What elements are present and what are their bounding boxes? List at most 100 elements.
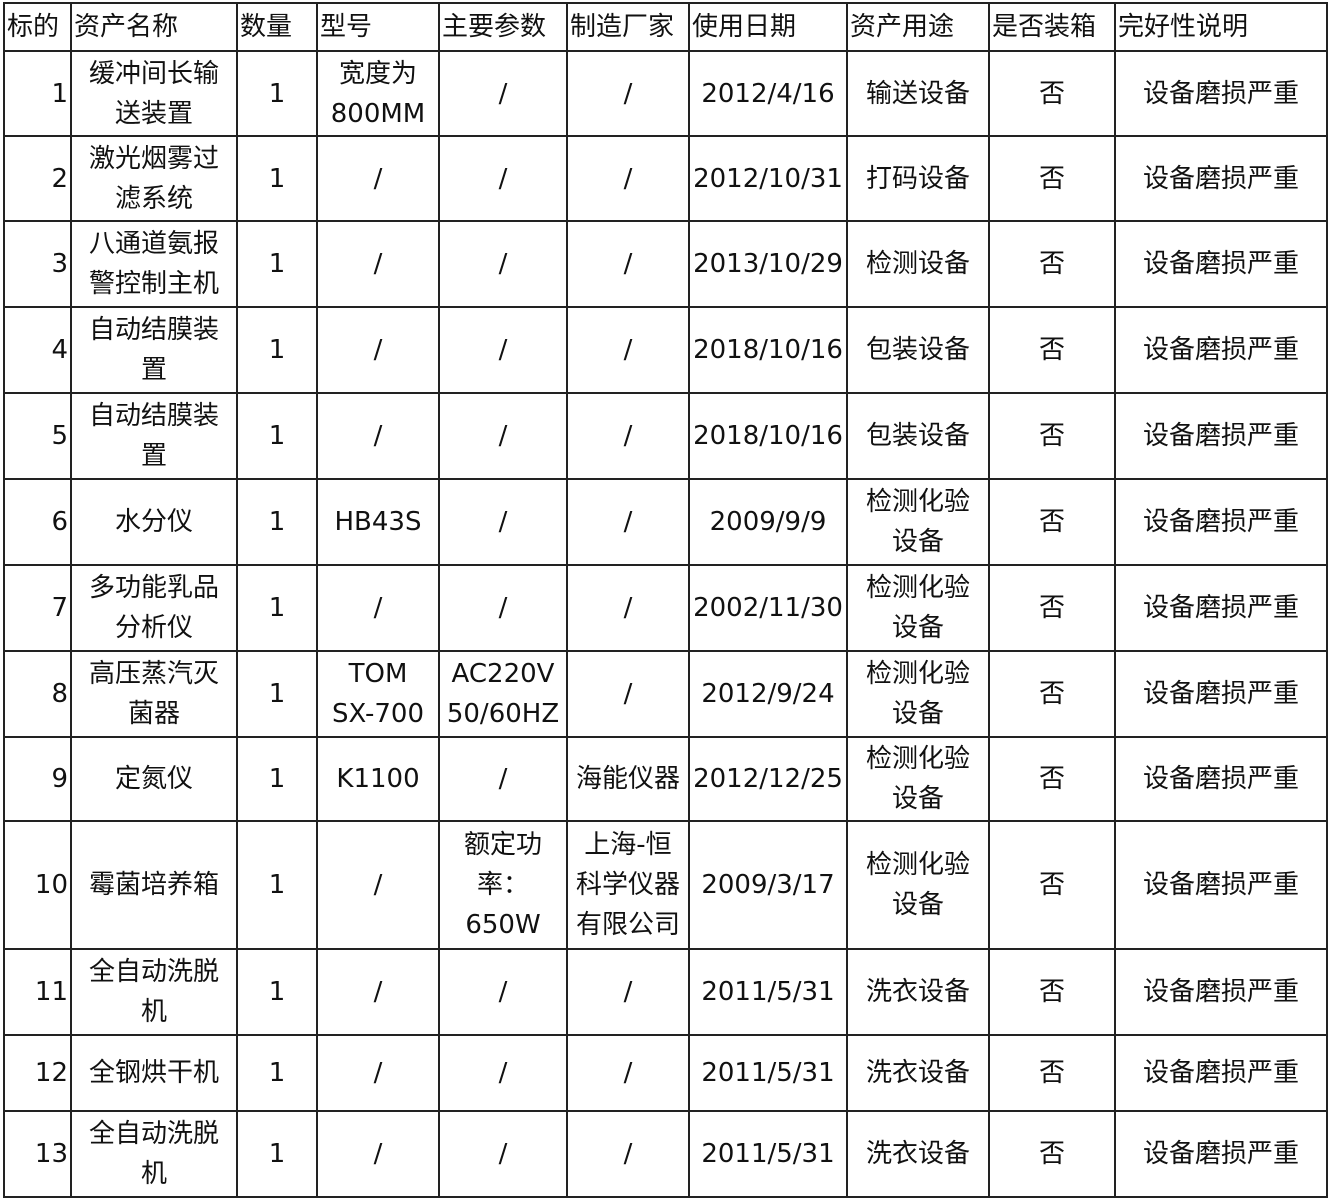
- cell-main-params: /: [438, 1034, 568, 1112]
- cell-use-date: 2013/10/29: [688, 220, 848, 308]
- cell-use-date: 2012/10/31: [688, 135, 848, 222]
- cell-asset-usage: 检测化验 设备: [846, 564, 990, 652]
- table-row: 2 激光烟雾过 滤系统 1///2012/10/31 打码设备否设备磨损严重: [3, 135, 1328, 222]
- cell-use-date: 2018/10/16: [688, 306, 848, 394]
- cell-asset-name: 定氮仪: [70, 736, 238, 822]
- asset-table: 标的 资产名称 数量 型号 主要参数 制造厂家 使用日期 资产用途 是否装箱 完好性说明 1 缓冲间…: [3, 2, 1328, 1198]
- cell-manufacturer: /: [566, 650, 690, 738]
- table-row: 12 全钢烘干机 1///2011/5/31 洗衣设备否设备磨损严重: [3, 1034, 1328, 1112]
- cell-condition: 设备磨损严重: [1114, 1110, 1328, 1198]
- cell-manufacturer: /: [566, 478, 690, 566]
- cell-asset-usage: 洗衣设备: [846, 1110, 990, 1198]
- cell-model: 宽度为 800MM: [316, 50, 440, 137]
- column-header-use-date: 使用日期: [688, 2, 848, 52]
- cell-manufacturer: /: [566, 1110, 690, 1198]
- cell-asset-usage: 检测化验 设备: [846, 736, 990, 822]
- cell-manufacturer: 上海-恒 科学仪器 有限公司: [566, 820, 690, 950]
- cell-asset-usage: 打码设备: [846, 135, 990, 222]
- cell-model: /: [316, 306, 440, 394]
- cell-use-date: 2011/5/31: [688, 1110, 848, 1198]
- cell-manufacturer: /: [566, 135, 690, 222]
- cell-condition: 设备磨损严重: [1114, 1034, 1328, 1112]
- cell-manufacturer: /: [566, 1034, 690, 1112]
- cell-main-params: /: [438, 50, 568, 137]
- cell-asset-usage: 输送设备: [846, 50, 990, 137]
- cell-use-date: 2011/5/31: [688, 1034, 848, 1112]
- cell-manufacturer: 海能仪器: [566, 736, 690, 822]
- cell-index: 3: [3, 220, 72, 308]
- cell-quantity: 1: [236, 736, 318, 822]
- cell-index: 6: [3, 478, 72, 566]
- cell-index: 7: [3, 564, 72, 652]
- cell-asset-name: 霉菌培养箱: [70, 820, 238, 950]
- cell-use-date: 2012/4/16: [688, 50, 848, 137]
- cell-boxed: 否: [988, 50, 1116, 137]
- cell-condition: 设备磨损严重: [1114, 650, 1328, 738]
- column-header-manufacturer: 制造厂家: [566, 2, 690, 52]
- cell-boxed: 否: [988, 564, 1116, 652]
- cell-main-params: /: [438, 478, 568, 566]
- cell-asset-name: 水分仪: [70, 478, 238, 566]
- column-header-asset-name: 资产名称: [70, 2, 238, 52]
- cell-quantity: 1: [236, 306, 318, 394]
- cell-asset-usage: 检测化验 设备: [846, 478, 990, 566]
- column-header-main-params: 主要参数: [438, 2, 568, 52]
- cell-quantity: 1: [236, 564, 318, 652]
- cell-model: /: [316, 135, 440, 222]
- table-row: 5 自动结膜装 置 1///2018/10/16 包装设备否设备磨损严重: [3, 392, 1328, 480]
- cell-manufacturer: /: [566, 392, 690, 480]
- cell-index: 12: [3, 1034, 72, 1112]
- cell-asset-name: 激光烟雾过 滤系统: [70, 135, 238, 222]
- cell-condition: 设备磨损严重: [1114, 736, 1328, 822]
- cell-index: 9: [3, 736, 72, 822]
- cell-main-params: /: [438, 135, 568, 222]
- table-row: 7 多功能乳品 分析仪 1///2002/11/30 检测化验 设备否设备磨损严重: [3, 564, 1328, 652]
- cell-model: HB43S: [316, 478, 440, 566]
- cell-asset-name: 缓冲间长输 送装置: [70, 50, 238, 137]
- cell-condition: 设备磨损严重: [1114, 564, 1328, 652]
- cell-main-params: /: [438, 736, 568, 822]
- cell-model: /: [316, 1110, 440, 1198]
- cell-quantity: 1: [236, 478, 318, 566]
- table-row: 4 自动结膜装 置 1///2018/10/16 包装设备否设备磨损严重: [3, 306, 1328, 394]
- cell-model: /: [316, 1034, 440, 1112]
- cell-index: 5: [3, 392, 72, 480]
- cell-quantity: 1: [236, 220, 318, 308]
- table-row: 8 高压蒸汽灭 菌器 1 TOM SX-700 AC220V 50/60HZ/2012/…: [3, 650, 1328, 738]
- cell-quantity: 1: [236, 650, 318, 738]
- cell-index: 1: [3, 50, 72, 137]
- column-header-boxed: 是否装箱: [988, 2, 1116, 52]
- cell-quantity: 1: [236, 1110, 318, 1198]
- header-row: 标的 资产名称 数量 型号 主要参数 制造厂家 使用日期 资产用途 是否装箱 完好性说明: [3, 2, 1328, 52]
- cell-asset-usage: 检测化验 设备: [846, 820, 990, 950]
- cell-main-params: /: [438, 564, 568, 652]
- cell-model: /: [316, 220, 440, 308]
- cell-asset-usage: 检测设备: [846, 220, 990, 308]
- cell-boxed: 否: [988, 220, 1116, 308]
- cell-manufacturer: /: [566, 564, 690, 652]
- cell-use-date: 2012/9/24: [688, 650, 848, 738]
- cell-asset-usage: 洗衣设备: [846, 1034, 990, 1112]
- cell-index: 10: [3, 820, 72, 950]
- cell-index: 11: [3, 948, 72, 1036]
- cell-boxed: 否: [988, 392, 1116, 480]
- cell-condition: 设备磨损严重: [1114, 820, 1328, 950]
- cell-asset-name: 自动结膜装 置: [70, 392, 238, 480]
- cell-asset-name: 全钢烘干机: [70, 1034, 238, 1112]
- table-row: 9 定氮仪 1 K1100/海能仪器 2012/12/25 检测化验 设备否设备磨损严重: [3, 736, 1328, 822]
- cell-main-params: /: [438, 220, 568, 308]
- column-header-model: 型号: [316, 2, 440, 52]
- cell-use-date: 2011/5/31: [688, 948, 848, 1036]
- cell-main-params: /: [438, 1110, 568, 1198]
- cell-main-params: AC220V 50/60HZ: [438, 650, 568, 738]
- cell-use-date: 2018/10/16: [688, 392, 848, 480]
- column-header-index: 标的: [3, 2, 72, 52]
- cell-quantity: 1: [236, 820, 318, 950]
- cell-condition: 设备磨损严重: [1114, 220, 1328, 308]
- cell-model: /: [316, 392, 440, 480]
- column-header-condition: 完好性说明: [1114, 2, 1328, 52]
- cell-boxed: 否: [988, 650, 1116, 738]
- cell-quantity: 1: [236, 50, 318, 137]
- cell-model: /: [316, 948, 440, 1036]
- cell-boxed: 否: [988, 478, 1116, 566]
